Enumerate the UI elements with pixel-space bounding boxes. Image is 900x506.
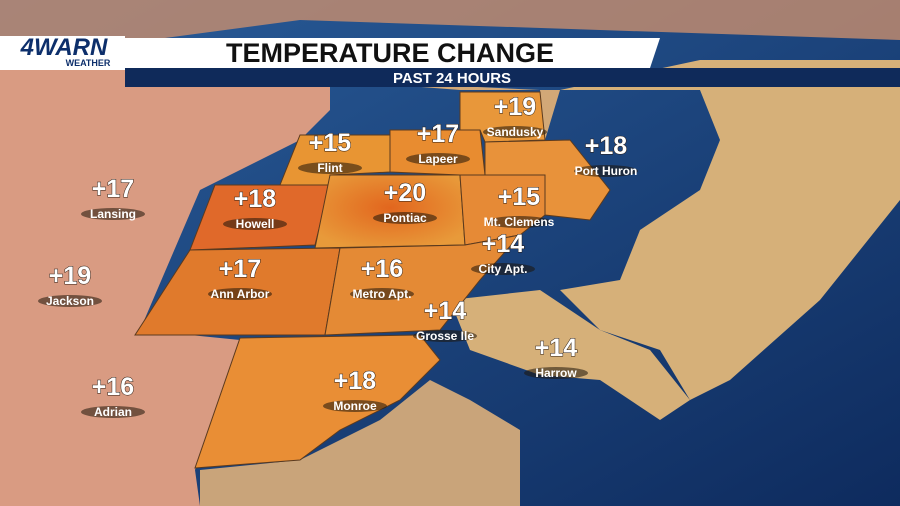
temp-change: +16 <box>92 373 134 401</box>
label-shadow <box>223 218 287 230</box>
label-shadow <box>81 208 145 220</box>
label-shadow <box>406 153 470 165</box>
place-name: Monroe <box>333 399 377 413</box>
label-shadow <box>483 126 547 138</box>
temp-change: +18 <box>334 367 377 395</box>
label-shadow <box>574 165 638 177</box>
place-name: Sandusky <box>487 125 544 139</box>
place-name: Lapeer <box>418 152 458 166</box>
logo: 4WARN <box>20 34 108 61</box>
label-shadow <box>487 216 551 228</box>
label-shadow <box>350 288 414 300</box>
counties <box>134 91 611 469</box>
place-name: Grosse Ile <box>416 329 474 343</box>
land-ontario <box>560 60 900 400</box>
temp-change: +14 <box>424 297 467 325</box>
place-name: Ann Arbor <box>211 287 270 301</box>
temp-change: +17 <box>92 175 134 203</box>
title: TEMPERATURE CHANGE <box>226 38 554 68</box>
place-name: Adrian <box>94 405 132 419</box>
place-name: Mt. Clemens <box>484 215 555 229</box>
land-essex <box>450 290 690 420</box>
label-shadow <box>208 288 272 300</box>
label-shadow <box>373 212 437 224</box>
place-name: Flint <box>317 161 342 175</box>
place-name: Pontiac <box>383 211 427 225</box>
place-name: Lansing <box>90 207 136 221</box>
subtitle: PAST 24 HOURS <box>393 70 511 87</box>
temp-change: +18 <box>234 185 277 213</box>
place-name: Howell <box>236 217 275 231</box>
label-shadow <box>81 406 145 418</box>
temp-change: +20 <box>384 179 426 207</box>
place-name: Harrow <box>535 366 577 380</box>
logo-box <box>0 36 125 70</box>
label-shadow <box>298 162 362 174</box>
label-shadow <box>38 295 102 307</box>
temp-change: +15 <box>498 183 541 211</box>
temp-change: +15 <box>309 129 352 157</box>
temp-change: +14 <box>482 230 525 258</box>
land-ohio <box>200 380 520 506</box>
title-bar <box>125 38 660 68</box>
temp-change: +17 <box>219 255 261 283</box>
label-shadow <box>323 400 387 412</box>
land-west <box>0 60 330 506</box>
place-name: Port Huron <box>575 164 638 178</box>
temp-change: +14 <box>535 334 578 362</box>
label-shadow <box>413 330 477 342</box>
temp-change: +18 <box>585 132 628 160</box>
county <box>189 184 331 251</box>
land-north <box>0 0 900 50</box>
logo-sub: WEATHER <box>66 58 111 68</box>
place-name: Metro Apt. <box>353 287 412 301</box>
temp-change: +16 <box>361 255 403 283</box>
labels: +19 Sandusky +18 Port Huron +17 Lapeer +15 Flin… <box>38 93 638 419</box>
temp-change: +19 <box>494 93 536 121</box>
label-shadow <box>524 367 588 379</box>
label-shadow <box>471 263 535 275</box>
temp-change: +17 <box>417 120 459 148</box>
place-name: Jackson <box>46 294 94 308</box>
county <box>324 234 522 336</box>
place-name: City Apt. <box>479 262 528 276</box>
subtitle-bar <box>125 68 900 87</box>
temp-change: +19 <box>49 262 91 290</box>
